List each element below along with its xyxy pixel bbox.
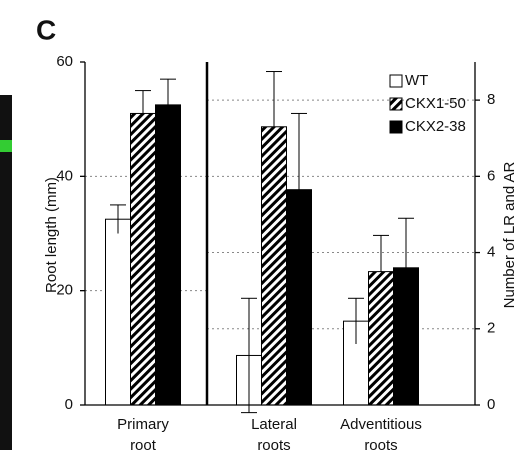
y-tick-label: 0	[65, 396, 73, 413]
x-tick-label: Primary	[117, 416, 169, 433]
legend-label: CKX1-50	[405, 95, 466, 112]
legend-label: WT	[405, 72, 428, 89]
y-tick-label: 20	[56, 282, 73, 299]
bar	[131, 113, 156, 405]
bar	[394, 268, 419, 405]
y-tick-label: 40	[56, 167, 73, 184]
y2-axis-title: Number of LR and AR	[501, 161, 518, 308]
bar	[106, 219, 131, 405]
x-tick-label: roots	[364, 437, 397, 454]
x-tick-label: roots	[257, 437, 290, 454]
y-tick-label: 60	[56, 53, 73, 70]
y2-tick-label: 0	[487, 396, 495, 413]
y-axis-title: Root length (mm)	[43, 177, 60, 293]
image-edge	[0, 140, 12, 152]
bar	[287, 190, 312, 405]
x-tick-label: root	[130, 437, 157, 454]
legend-label: CKX2-38	[405, 118, 466, 135]
y2-tick-label: 8	[487, 91, 495, 108]
legend-swatch	[390, 75, 402, 87]
y2-tick-label: 2	[487, 320, 495, 337]
legend-swatch	[390, 121, 402, 133]
y2-tick-label: 6	[487, 167, 495, 184]
x-tick-label: Adventitious	[340, 416, 422, 433]
legend-swatch	[390, 98, 402, 110]
bar	[156, 105, 181, 405]
bar	[262, 127, 287, 405]
panel-label: C	[36, 14, 56, 45]
chart: C Root length (mm) Number of LR and AR 0…	[0, 0, 521, 461]
x-tick-label: Lateral	[251, 416, 297, 433]
y2-tick-label: 4	[487, 244, 495, 261]
bar	[369, 272, 394, 405]
